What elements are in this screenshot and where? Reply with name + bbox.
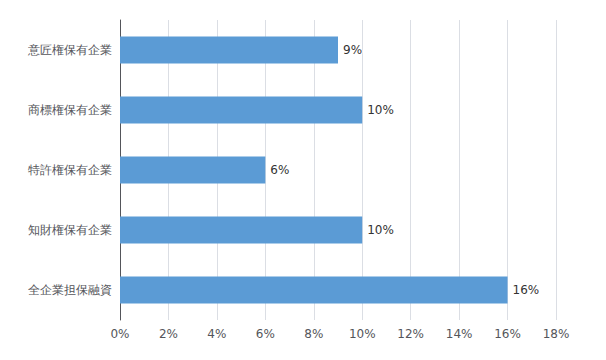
svg-text:9%: 9%	[343, 43, 362, 57]
svg-text:4%: 4%	[207, 327, 226, 341]
svg-text:6%: 6%	[270, 163, 289, 177]
svg-text:8%: 8%	[304, 327, 323, 341]
svg-text:10%: 10%	[367, 103, 394, 117]
svg-text:10%: 10%	[349, 327, 376, 341]
svg-text:14%: 14%	[446, 327, 473, 341]
svg-text:全企業担保融資: 全企業担保融資	[28, 283, 112, 297]
svg-text:12%: 12%	[397, 327, 424, 341]
svg-text:商標権保有企業: 商標権保有企業	[28, 103, 112, 117]
svg-text:知財権保有企業: 知財権保有企業	[28, 223, 112, 237]
svg-text:特許権保有企業: 特許権保有企業	[28, 163, 112, 177]
svg-text:16%: 16%	[513, 283, 540, 297]
svg-text:16%: 16%	[494, 327, 521, 341]
svg-text:意匠権保有企業: 意匠権保有企業	[27, 43, 112, 57]
svg-text:10%: 10%	[367, 223, 394, 237]
svg-text:18%: 18%	[543, 327, 570, 341]
svg-text:6%: 6%	[256, 327, 275, 341]
svg-text:0%: 0%	[110, 327, 129, 341]
svg-text:2%: 2%	[159, 327, 178, 341]
